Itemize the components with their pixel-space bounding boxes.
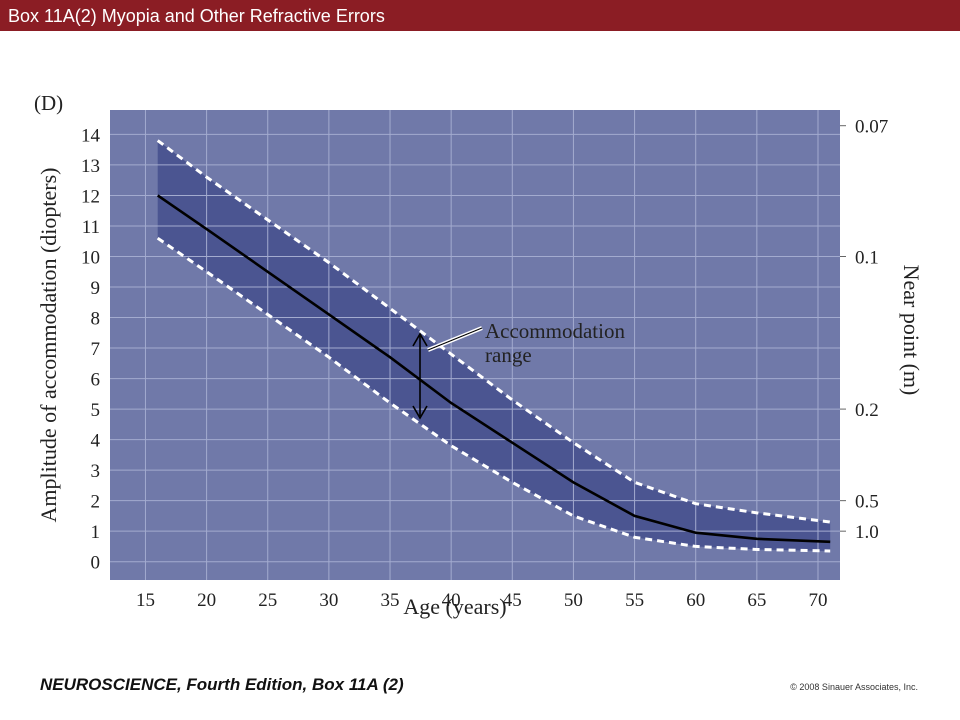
footer-copyright: © 2008 Sinauer Associates, Inc. — [790, 682, 918, 692]
panel-label: (D) — [34, 91, 63, 115]
x-tick-label: 20 — [197, 590, 216, 611]
x-tick-label: 25 — [258, 590, 277, 611]
arrow-head — [412, 405, 428, 420]
y2-tick-label: 1.0 — [855, 522, 879, 543]
dashed-line — [156, 139, 831, 524]
x-tick-label: 30 — [319, 590, 338, 611]
plot: 15 20 25 30 35 40 45 50 55 60 65 700123456789101112… — [36, 110, 924, 619]
x-tick-label: 60 — [686, 590, 705, 611]
y-tick-label: 3 — [91, 461, 101, 482]
y-tick-label: 5 — [91, 400, 101, 421]
y-tick-label: 0 — [91, 553, 101, 574]
y-tick-label: 10 — [81, 247, 100, 268]
x-tick-label: 50 — [564, 590, 583, 611]
range-band — [157, 140, 831, 552]
plot-background — [110, 110, 840, 580]
y-axis-label: Amplitude of accommodation (diopters) — [36, 168, 61, 523]
y-tick-label: 4 — [91, 431, 101, 452]
leader-line — [427, 327, 483, 351]
header-title: Box 11A(2) Myopia and Other Refractive E… — [8, 6, 385, 26]
y-tick-label: 11 — [82, 217, 100, 238]
line — [156, 194, 831, 544]
x-tick-label: 15 — [136, 590, 155, 611]
x-tick-label: 35 — [381, 590, 400, 611]
x-tick-label: 40 — [442, 590, 461, 611]
y-tick-label: 7 — [91, 339, 101, 360]
y-tick-label: 13 — [81, 156, 100, 177]
y-tick-label: 12 — [81, 186, 100, 207]
y-tick-label: 14 — [81, 125, 101, 146]
y-tick-label: 6 — [91, 370, 101, 391]
y2-tick-label: 0.07 — [855, 117, 888, 138]
footer-book: NEUROSCIENCE, Fourth Edition, Box 11A (2… — [40, 675, 404, 694]
y2-tick-label: 0.1 — [855, 247, 879, 268]
annotation: Accommodation range — [485, 319, 625, 367]
dashed-line — [156, 236, 831, 553]
arrow-head — [412, 332, 428, 347]
x-tick-label: 70 — [808, 590, 827, 611]
y-tick-label: 8 — [91, 309, 101, 330]
x-axis-label: Age (years) — [403, 594, 506, 619]
y2-axis-label: Near point (m) — [899, 265, 924, 396]
x-tick-label: 45 — [503, 590, 522, 611]
header-bar — [0, 0, 960, 31]
y2-tick-label: 0.2 — [855, 400, 879, 421]
x-tick-label: 65 — [747, 590, 766, 611]
y-tick-label: 2 — [91, 492, 101, 513]
y2-tick-label: 0.5 — [855, 492, 879, 513]
y-tick-label: 1 — [91, 522, 101, 543]
y-tick-label: 9 — [91, 278, 101, 299]
x-tick-label: 55 — [625, 590, 644, 611]
